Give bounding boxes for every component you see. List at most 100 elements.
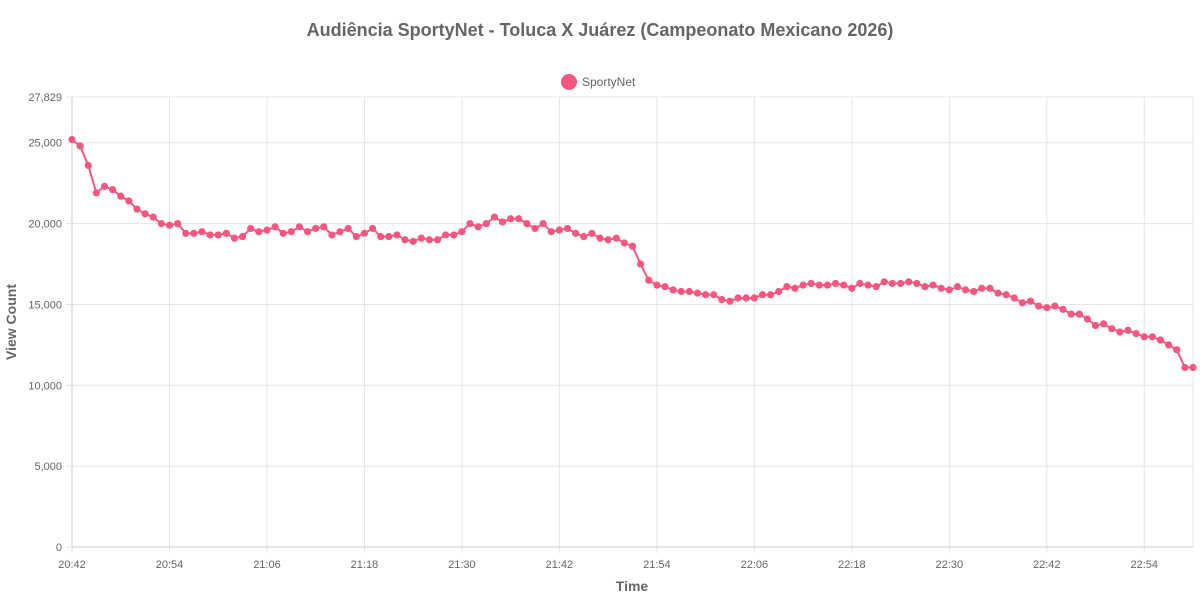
data-point[interactable] [905,278,913,286]
data-point[interactable] [669,286,677,294]
data-point[interactable] [766,291,775,299]
data-point[interactable] [945,286,953,294]
data-point[interactable] [734,294,742,302]
data-point[interactable] [109,186,117,194]
data-point[interactable] [165,221,174,229]
data-point[interactable] [174,220,182,228]
data-point[interactable] [312,224,320,233]
data-point[interactable] [970,287,978,296]
data-point[interactable] [320,223,328,231]
data-point[interactable] [206,231,214,239]
data-point[interactable] [1108,325,1116,333]
data-point[interactable] [620,239,628,247]
data-point[interactable] [1100,320,1108,328]
data-point[interactable] [1165,341,1173,349]
data-point[interactable] [328,231,336,239]
data-point[interactable] [149,213,157,221]
data-point[interactable] [515,215,523,223]
data-point[interactable] [1181,363,1189,372]
data-point[interactable] [1026,297,1035,305]
data-point[interactable] [507,215,515,223]
data-point[interactable] [726,297,734,305]
data-point[interactable] [1124,326,1132,334]
data-point[interactable] [563,224,572,233]
data-point[interactable] [336,228,344,236]
data-point[interactable] [702,291,710,299]
data-point[interactable] [531,224,539,233]
data-point[interactable] [710,291,718,299]
data-point[interactable] [352,232,360,241]
data-point[interactable] [653,281,661,289]
data-point[interactable] [783,283,791,291]
data-point[interactable] [628,242,637,250]
data-point[interactable] [417,234,425,242]
data-point[interactable] [442,231,450,239]
data-point[interactable] [490,213,499,221]
data-point[interactable] [612,234,620,242]
data-point[interactable] [645,276,653,284]
data-point[interactable] [864,281,872,289]
data-point[interactable] [596,234,604,242]
data-point[interactable] [1132,329,1140,338]
data-point[interactable] [831,279,840,288]
data-point[interactable] [295,223,304,231]
data-point[interactable] [458,228,466,236]
data-point[interactable] [677,287,685,296]
data-point[interactable] [1018,299,1027,307]
data-point[interactable] [303,228,312,236]
data-point[interactable] [1116,328,1124,336]
data-point[interactable] [92,189,100,197]
data-point[interactable] [913,279,921,288]
data-point[interactable] [799,281,807,289]
data-point[interactable] [425,236,434,244]
data-point[interactable] [775,287,783,296]
data-point[interactable] [896,279,905,288]
data-point[interactable] [1075,310,1083,318]
data-point[interactable] [238,232,247,241]
data-point[interactable] [222,229,230,237]
data-point[interactable] [523,220,531,228]
data-point[interactable] [848,284,856,292]
data-point[interactable] [466,220,474,228]
data-point[interactable] [474,223,482,231]
data-point[interactable] [718,296,726,304]
data-point[interactable] [230,234,239,242]
data-point[interactable] [937,284,945,292]
data-point[interactable] [117,192,125,200]
data-point[interactable] [604,236,612,244]
data-point[interactable] [539,220,547,228]
data-point[interactable] [588,229,596,237]
data-point[interactable] [1059,305,1067,313]
data-point[interactable] [1189,363,1197,372]
data-point[interactable] [133,205,141,213]
data-point[interactable] [247,224,255,233]
data-point[interactable] [856,279,864,288]
data-point[interactable] [1035,302,1043,310]
data-point[interactable] [840,281,848,289]
data-point[interactable] [758,291,767,299]
data-point[interactable] [823,281,832,289]
data-point[interactable] [433,236,442,244]
data-point[interactable] [1067,310,1075,318]
data-point[interactable] [1148,333,1156,341]
data-point[interactable] [1156,336,1165,344]
data-point[interactable] [287,228,295,236]
data-point[interactable] [880,278,888,286]
data-point[interactable] [409,237,417,245]
data-point[interactable] [255,228,263,236]
data-point[interactable] [921,283,929,291]
data-point[interactable] [807,279,815,288]
data-point[interactable] [953,283,962,291]
data-point[interactable] [929,281,937,289]
data-point[interactable] [750,294,758,302]
data-point[interactable] [141,210,149,218]
data-point[interactable] [482,220,490,228]
data-point[interactable] [368,224,377,233]
data-point[interactable] [157,220,165,228]
data-point[interactable] [190,229,198,237]
data-point[interactable] [100,182,109,190]
data-point[interactable] [1043,304,1051,312]
data-point[interactable] [344,224,352,233]
data-point[interactable] [637,260,645,268]
data-point[interactable] [498,218,507,226]
